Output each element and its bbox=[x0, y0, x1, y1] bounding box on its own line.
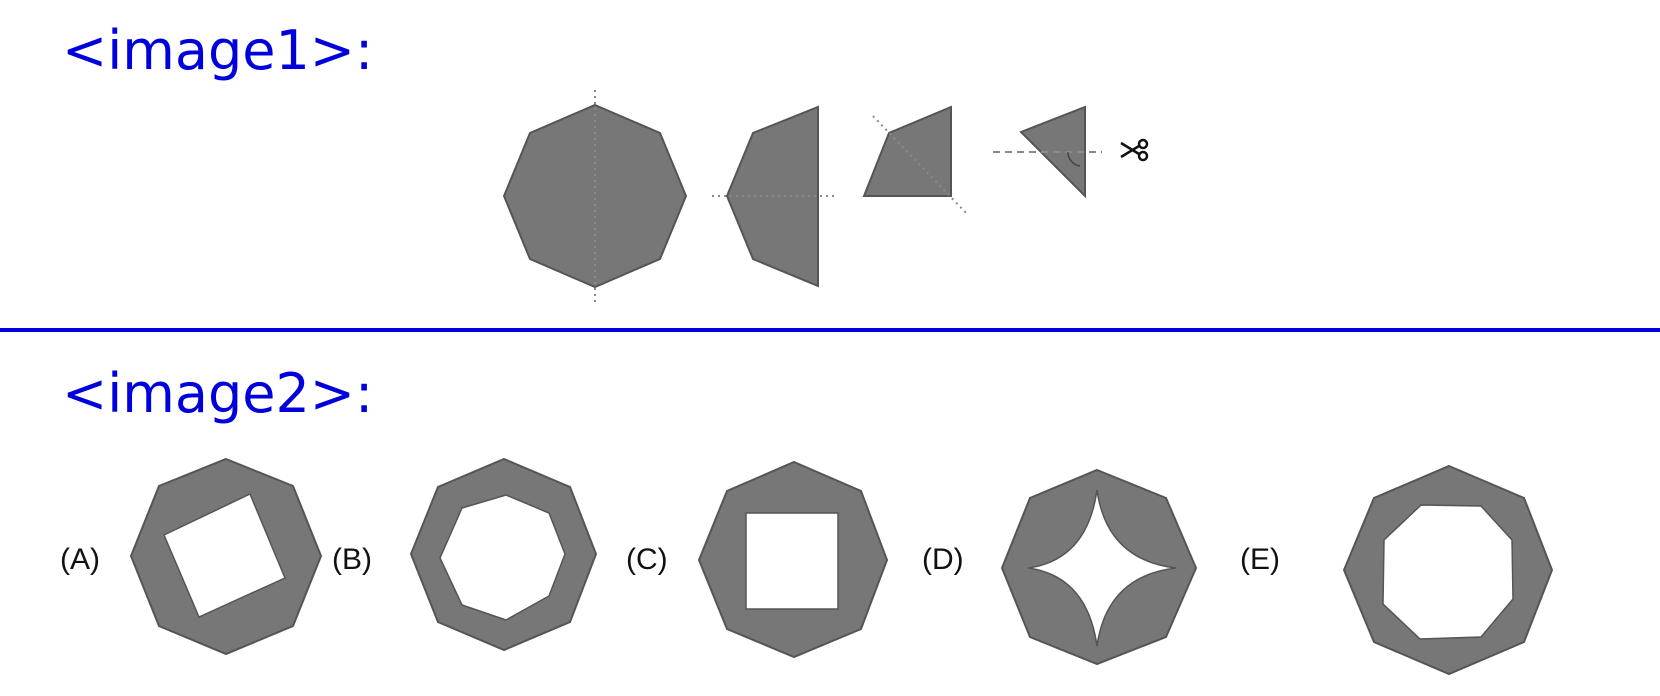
option-b-label: (B) bbox=[332, 543, 372, 576]
option-c-shape bbox=[697, 460, 889, 659]
option-d-label: (D) bbox=[922, 543, 964, 576]
fold-step-1-octagon bbox=[502, 90, 688, 302]
fold-step-4-eighth-triangle bbox=[993, 105, 1102, 199]
option-e-label: (E) bbox=[1240, 543, 1280, 576]
option-b-shape bbox=[409, 457, 598, 652]
option-c-label: (C) bbox=[626, 543, 668, 576]
image1-label: <image1>: bbox=[62, 19, 374, 82]
fold-step-2-half-octagon bbox=[712, 105, 838, 288]
scissors-icon bbox=[1120, 138, 1149, 162]
option-a-label: (A) bbox=[60, 543, 100, 576]
option-a-shape bbox=[129, 457, 323, 656]
fold-step-3-quarter-octagon bbox=[862, 105, 969, 216]
section-divider bbox=[0, 328, 1660, 332]
option-d-shape bbox=[1000, 468, 1198, 666]
option-e-shape bbox=[1342, 464, 1554, 676]
image2-label: <image2>: bbox=[62, 362, 374, 425]
